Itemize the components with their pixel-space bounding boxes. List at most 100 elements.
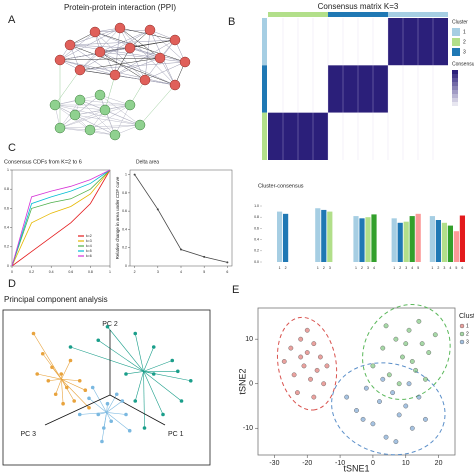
ray [48,378,62,382]
ppi-node [64,39,76,51]
axis-label: PC 1 [168,431,184,438]
bar [315,208,321,262]
chart-title: Cluster-consensus [258,183,304,189]
line-series [11,169,111,267]
x-tick-label: 0 [11,270,13,274]
ppi-edge [99,94,141,126]
ppi-title: Protein-protein interaction (PPI) [64,3,176,12]
point [406,381,412,387]
row-cluster-bar [262,65,267,113]
point [291,372,297,378]
ray [61,379,64,404]
bar [353,216,359,262]
point [176,369,180,374]
bar-label: 6 [461,266,463,270]
x-tick-label: -20 [302,460,312,467]
colorbar-step [452,106,458,110]
legend-marker [459,323,465,329]
bar [403,221,409,262]
bar-label: 2 [285,266,287,270]
ray [106,412,127,415]
point [423,376,428,382]
ppi-edge [94,31,146,81]
cluster-ellipse [362,304,451,400]
ray [143,371,191,382]
point [124,412,128,417]
ppi-node [94,46,106,58]
legend-title: Cluster [452,19,468,25]
ppi-node [84,124,96,136]
bar [397,222,403,262]
y-tick-label: 1.0 [254,204,259,208]
cluster-ellipse [331,362,446,456]
bar [359,218,365,262]
ppi-edge [99,51,146,81]
x-tick-label: 6 [226,270,228,274]
bar [435,220,441,262]
ppi-edge [59,47,131,61]
ray [107,326,144,372]
legend-label: 3 [466,339,469,345]
bar-label: 1 [279,266,281,270]
point [156,208,159,211]
x-tick-label: 4 [180,270,182,274]
bar [321,209,327,262]
plot-frame [11,169,111,267]
point [380,345,386,351]
ppi-edge [99,29,151,53]
y-tick-label: 0 [125,264,127,268]
ppi-edge [54,104,106,111]
point [298,336,304,342]
ray [125,371,144,375]
y-tick-label: 0.8 [122,191,127,195]
col-cluster-bar [328,12,388,17]
bar-label: 2 [399,266,401,270]
bar [415,213,421,262]
y-tick-label: 0.6 [254,226,259,230]
ppi-edge [139,84,176,126]
ppi-edge [74,114,141,126]
legend-marker [459,339,465,345]
colorbar-step [452,70,458,74]
ppi-node [69,109,81,121]
x-tick-label: 0.8 [88,270,93,274]
ppi-edge [99,51,186,63]
ppi-edge [59,124,141,129]
point [65,385,69,390]
y-tick-label: 0.2 [254,249,259,253]
ppi-node [89,26,101,38]
panel-label: B [228,16,235,28]
panel-label: C [8,142,16,154]
point [203,255,206,258]
ppi-edge [79,99,116,136]
y-tick-label: 0.6 [122,209,127,213]
point [377,399,382,404]
bar-label: 4 [449,266,451,270]
bar [277,211,283,262]
y-tick-label: 0.2 [4,245,9,249]
ppi-edge [114,104,131,136]
chart-title: Delta area [136,159,159,165]
axis-label: PC 3 [20,431,36,438]
legend-label: 3 [463,49,466,55]
point [288,345,294,351]
colorbar-step [452,94,458,98]
point [409,425,415,431]
point [68,345,73,349]
ppi-node [154,52,166,64]
ray [134,371,144,402]
chart-title: Consensus matrix K=3 [318,2,399,11]
bar [429,216,435,262]
col-cluster-bar [268,12,328,17]
point [46,378,51,383]
point [301,363,307,369]
line-series [11,169,111,267]
chart-title: Principal component analysis [4,295,108,304]
ray [61,378,86,391]
ppi-node [99,104,111,116]
point [170,358,175,363]
point [419,341,425,347]
x-axis-label: tSNE1 [343,463,369,473]
plot-frame [129,169,233,267]
